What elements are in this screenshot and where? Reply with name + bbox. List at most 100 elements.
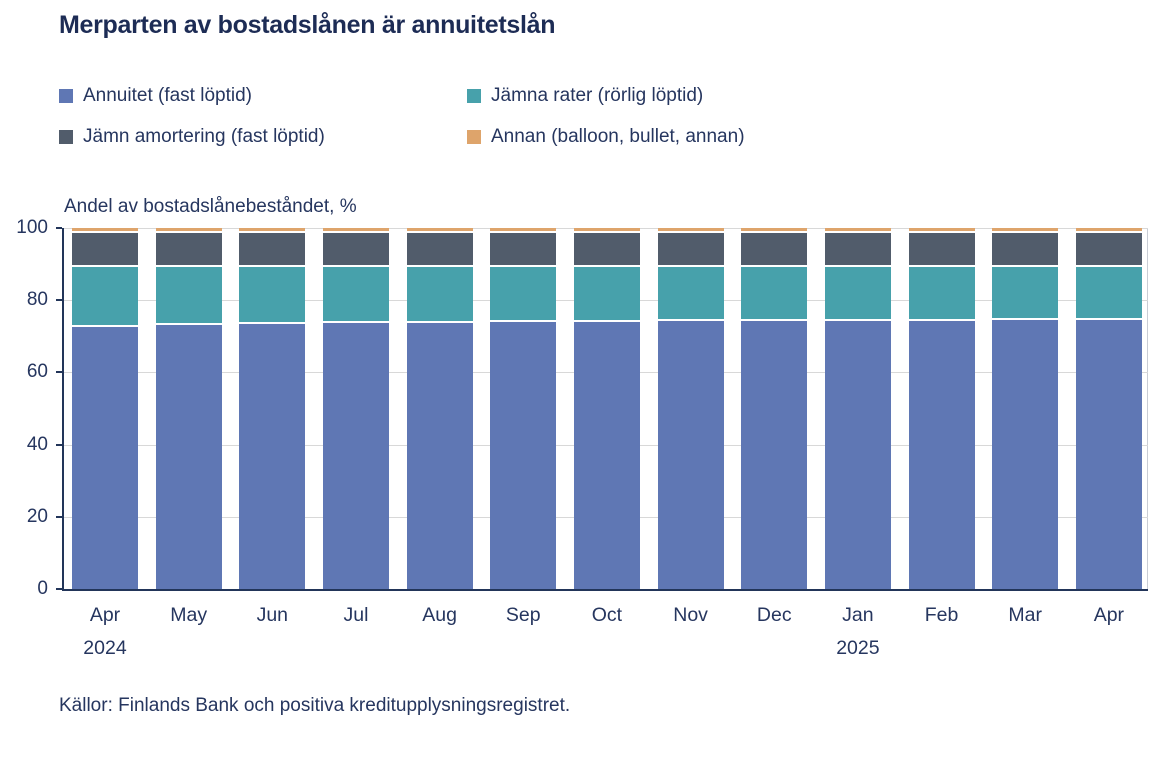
bar-sep-5 [490,228,557,589]
bar-apr-12 [1075,228,1142,589]
x-axis-month-label: Jul [343,604,369,626]
bar-segment [239,324,306,589]
y-axis-line [62,228,64,591]
bar-segment [239,233,306,268]
bar-segment [1075,320,1142,589]
bar-mar-11 [992,228,1059,589]
bar-segment [992,233,1059,268]
x-axis-month-label: Dec [756,604,792,626]
bar-segment [155,233,222,268]
x-axis-label-cell: May [156,603,222,660]
x-axis-year-label: 2025 [836,637,880,659]
bar-segment [490,233,557,268]
bar-apr-0 [72,228,138,589]
bar-segment [573,267,640,322]
bar-segment [657,228,724,234]
x-axis-label-cell: Jun [239,603,305,660]
x-axis-month-label: Apr [1093,604,1125,626]
legend: Annuitet (fast löptid) Jämna rater (rörli… [59,84,745,149]
x-axis-month-label: Feb [924,604,959,626]
bar-segment [824,228,891,234]
bar-segment [406,267,473,323]
bar-segment [72,233,138,268]
bar-segment [992,320,1059,589]
legend-item-label: Jämna rater (rörlig löptid) [491,85,704,106]
legend-item-label: Annuitet (fast löptid) [83,85,252,106]
bar-segment [908,228,975,234]
bar-segment [992,228,1059,234]
bar-segment [322,233,389,268]
y-axis-title: Andel av bostadslånebeståndet, % [64,196,357,217]
legend-swatch-icon [467,89,481,103]
bars-layer [64,228,1148,589]
bar-segment [741,228,808,234]
x-axis-label-cell: Dec [741,603,807,660]
bar-segment [322,323,389,589]
bar-nov-7 [657,228,724,589]
x-axis-label-cell: Jul [323,603,389,660]
bar-segment [490,228,557,234]
x-axis-label-cell: Aug [407,603,473,660]
x-axis-label-cell: Nov [658,603,724,660]
legend-item: Annan (balloon, bullet, annan) [467,125,745,149]
bar-segment [406,233,473,268]
legend-swatch-icon [59,89,73,103]
y-axis-tick [56,371,62,374]
y-axis-label: 0 [37,578,48,599]
bar-segment [155,228,222,234]
bar-segment [908,233,975,268]
y-axis-label: 60 [26,361,48,383]
y-axis-label: 80 [26,289,48,311]
bar-segment [573,228,640,234]
chart-title: Merparten av bostadslånen är annuitetslå… [59,11,556,39]
bar-segment [657,321,724,589]
bar-segment [155,267,222,325]
bar-segment [490,322,557,589]
bar-segment [657,267,724,322]
x-axis-month-label: Nov [673,604,708,626]
bar-feb-10 [908,228,975,589]
bar-segment [72,267,138,327]
bar-segment [72,228,138,234]
plot-area [64,228,1148,591]
y-axis-label: 40 [26,433,48,455]
bar-segment [1075,228,1142,234]
x-axis-month-label: Aug [422,604,457,626]
x-axis-label-cell: Oct [574,603,640,660]
x-axis-month-label: Mar [1008,604,1043,626]
bar-segment [908,320,975,589]
x-axis-month-label: Jan [842,604,874,626]
x-axis-year-label: 2024 [83,637,127,659]
bar-segment [1075,267,1142,321]
bar-dec-8 [741,228,808,589]
bar-jun-2 [239,228,306,589]
bar-segment [72,326,138,589]
bar-segment [573,321,640,589]
legend-item: Jämn amortering (fast löptid) [59,125,467,149]
source-note: Källor: Finlands Bank och positiva kredi… [59,695,571,716]
x-axis-label-cell: Apr [1076,603,1142,660]
x-axis-month-label: May [170,604,208,626]
y-axis-tick [56,227,62,229]
y-axis-label: 20 [26,505,48,527]
y-axis-tick [56,515,62,518]
x-axis-label-cell: Jan 2025 [825,603,891,660]
legend-item-label: Annan (balloon, bullet, annan) [491,126,745,147]
y-axis-tick [56,588,62,590]
bar-segment [741,321,808,589]
chart-area: 0 20 40 60 80 100 [0,217,1162,599]
bar-may-1 [155,228,222,589]
x-axis-label-cell: Sep [490,603,556,660]
bar-jul-3 [322,228,389,589]
bar-segment [1075,233,1142,268]
bar-segment [322,228,389,234]
legend-item-label: Jämn amortering (fast löptid) [83,126,325,147]
bar-aug-4 [406,228,473,589]
bar-segment [908,267,975,321]
bar-segment [322,267,389,324]
y-axis-tick [56,443,62,446]
bar-oct-6 [573,228,640,589]
x-axis-label-cell: Mar [992,603,1058,660]
x-axis-month-label: Jun [256,604,289,626]
